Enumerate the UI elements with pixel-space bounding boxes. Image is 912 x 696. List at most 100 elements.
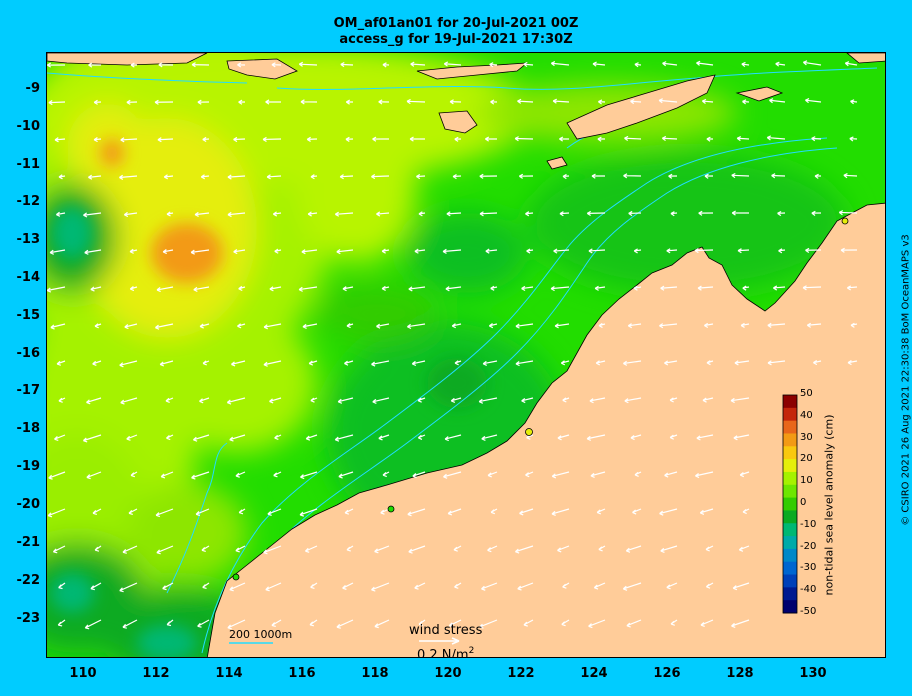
wind-arrow xyxy=(479,211,498,217)
wind-arrow xyxy=(704,322,714,329)
wind-arrow xyxy=(93,99,102,105)
wind-arrow xyxy=(382,471,390,478)
wind-arrow xyxy=(197,619,210,628)
wind-arrow xyxy=(122,545,138,554)
wind-arrow xyxy=(130,62,138,68)
wind-arrow xyxy=(562,397,570,403)
wind-arrow xyxy=(634,62,642,68)
wind-arrow xyxy=(731,172,750,179)
wind-arrow xyxy=(338,471,354,479)
wind-arrow xyxy=(452,173,462,180)
wind-arrow xyxy=(487,471,498,478)
wind-arrow xyxy=(660,545,678,554)
latitude-tick-label: -22 xyxy=(16,573,41,588)
wind-stress-scale-arrowhead xyxy=(451,637,460,645)
tanimbar-island xyxy=(846,53,885,64)
wind-arrow xyxy=(120,137,138,143)
wind-arrow xyxy=(850,322,858,328)
wind-arrow xyxy=(298,61,318,67)
wind-arrow xyxy=(593,582,606,590)
wind-arrow xyxy=(272,211,282,217)
wind-arrow xyxy=(310,174,318,180)
wind-arrow xyxy=(517,582,534,591)
wind-arrow xyxy=(557,545,570,553)
map-title: OM_af01an01 for 20-Jul-2021 00Z xyxy=(333,16,579,31)
wind-arrow xyxy=(741,61,750,68)
wind-arrow xyxy=(813,360,822,366)
wind-arrow xyxy=(119,174,138,180)
wind-arrow xyxy=(777,210,786,217)
wind-arrow xyxy=(372,397,390,404)
latitude-tick-label: -16 xyxy=(16,346,41,361)
wind-arrow xyxy=(417,397,426,403)
wind-arrow xyxy=(233,136,246,143)
wind-arrow xyxy=(559,136,570,142)
wind-arrow xyxy=(630,434,642,441)
wind-arrow xyxy=(847,360,858,366)
wind-arrow xyxy=(231,360,246,367)
wind-arrow xyxy=(846,285,858,291)
colorbar-tick-label: -20 xyxy=(800,540,817,552)
wind-arrow xyxy=(237,62,246,68)
wind-arrow xyxy=(670,211,678,217)
wind-arrow xyxy=(773,285,786,291)
wind-arrow xyxy=(550,285,570,292)
wind-arrow xyxy=(166,211,174,217)
wind-arrow xyxy=(380,508,390,515)
colorbar-segment xyxy=(783,433,797,447)
colorbar-tick-label: -10 xyxy=(800,518,817,530)
wind-arrow xyxy=(454,136,462,142)
wind-arrow xyxy=(269,397,282,404)
wind-arrow xyxy=(309,619,318,627)
latitude-tick-label: -10 xyxy=(16,119,41,134)
wind-arrow xyxy=(197,99,210,105)
wind-arrow xyxy=(273,471,282,478)
wind-arrow xyxy=(310,582,318,589)
latitude-tick-label: -13 xyxy=(16,232,41,247)
wind-arrow xyxy=(155,508,174,518)
wind-arrow xyxy=(346,323,354,329)
wind-arrow xyxy=(202,136,210,143)
colorbar-segment xyxy=(783,574,797,588)
wind-arrow xyxy=(699,508,714,516)
wind-arrow xyxy=(625,545,642,553)
wind-arrow xyxy=(849,136,858,142)
wind-arrow xyxy=(82,434,102,443)
colorbar-tick-label: -50 xyxy=(800,606,817,617)
wind-arrow xyxy=(630,98,642,105)
wind-arrow xyxy=(454,582,462,589)
wind-arrow xyxy=(52,545,66,554)
wind-arrow xyxy=(739,471,750,478)
wind-arrow xyxy=(840,247,858,253)
wind-arrow xyxy=(156,545,174,555)
wind-arrow xyxy=(191,62,210,68)
wind-arrow xyxy=(190,249,210,255)
wind-arrow xyxy=(733,434,750,441)
wind-arrow xyxy=(490,99,498,105)
wind-arrow xyxy=(598,322,606,329)
wind-arrow xyxy=(346,545,354,552)
wind-arrow xyxy=(742,285,750,291)
latitude-tick-label: -19 xyxy=(16,459,41,474)
wind-arrow xyxy=(47,508,66,518)
wind-arrow xyxy=(227,174,246,180)
wind-arrow xyxy=(489,62,498,68)
wind-arrow xyxy=(84,249,102,255)
colorbar-tick-label: 0 xyxy=(800,497,807,508)
wind-arrow xyxy=(238,285,246,292)
wind-arrow xyxy=(417,434,426,440)
wind-arrow xyxy=(378,434,390,441)
wind-arrow xyxy=(806,322,822,328)
depth-legend-label: 200 1000m xyxy=(229,628,292,641)
wind-arrow xyxy=(308,360,318,366)
wind-arrow xyxy=(521,397,534,404)
wind-arrow xyxy=(450,397,462,404)
colorbar-segment xyxy=(783,395,797,409)
wind-arrow xyxy=(90,582,102,591)
wind-arrow xyxy=(238,99,246,105)
wind-arrow xyxy=(233,249,246,255)
wind-arrow xyxy=(811,136,822,142)
wind-arrow xyxy=(263,545,282,555)
wind-arrow xyxy=(669,434,678,440)
wind-arrow xyxy=(119,582,138,593)
